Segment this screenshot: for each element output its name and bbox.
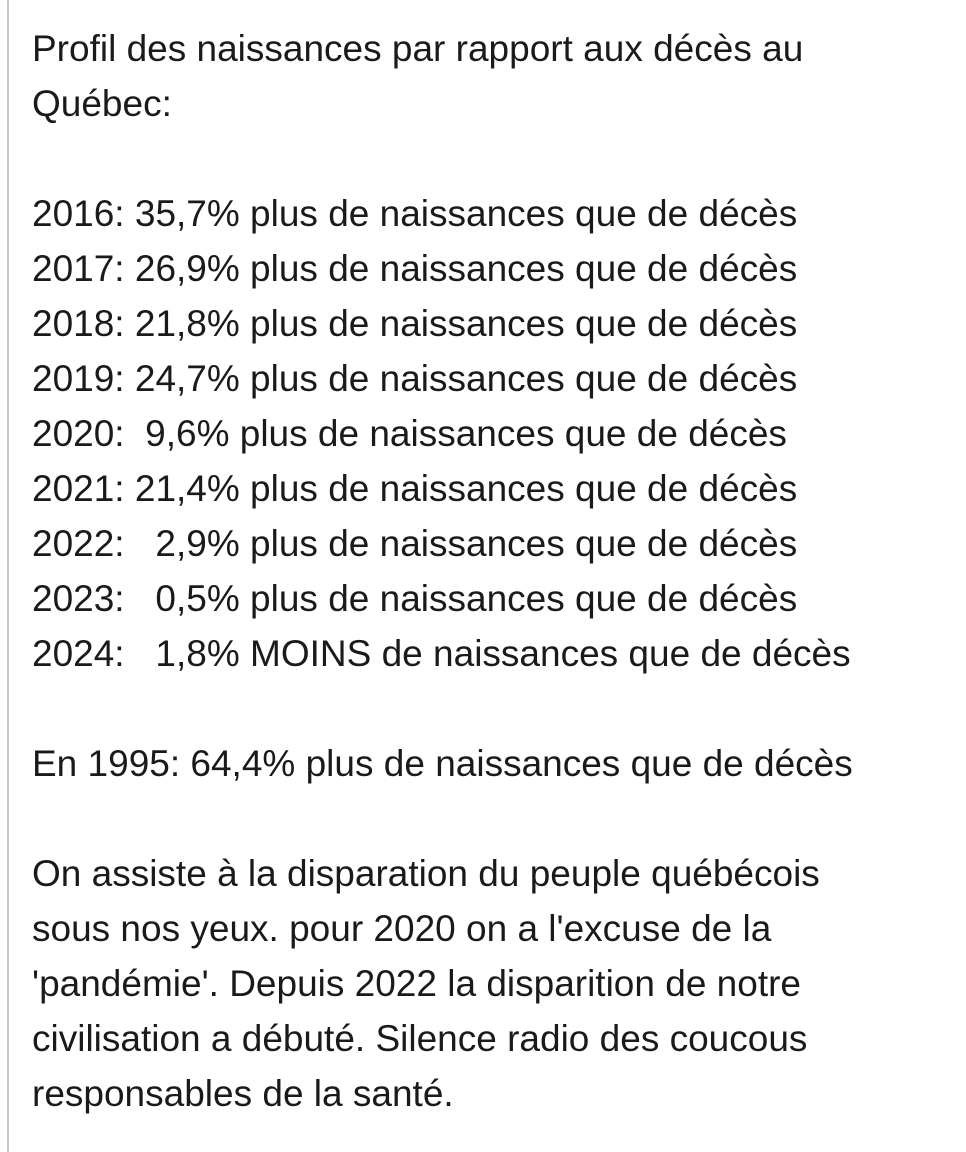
year-row: 2016: 35,7% plus de naissances que de dé…: [32, 193, 798, 234]
spacer: [32, 131, 966, 186]
year-row: 2019: 24,7% plus de naissances que de dé…: [32, 358, 798, 399]
spacer: [32, 681, 966, 736]
year-row: 2018: 21,8% plus de naissances que de dé…: [32, 303, 798, 344]
year-row: 2021: 21,4% plus de naissances que de dé…: [32, 468, 798, 509]
year-row: 2023: 0,5% plus de naissances que de déc…: [32, 578, 798, 619]
year-row: 2020: 9,6% plus de naissances que de déc…: [32, 413, 787, 454]
comment-line: responsables de la santé.: [32, 1073, 454, 1114]
comment-line: 'pandémie'. Depuis 2022 la disparition d…: [32, 963, 802, 1004]
year-row: 2022: 2,9% plus de naissances que de déc…: [32, 523, 798, 564]
comment-line: civilisation a débuté. Silence radio des…: [32, 1018, 808, 1059]
spacer: [32, 791, 966, 846]
quote-border: [7, 0, 9, 1152]
year-row: 2024: 1,8% MOINS de naissances que de dé…: [32, 633, 851, 674]
comparison-line: En 1995: 64,4% plus de naissances que de…: [32, 743, 853, 784]
year-row: 2017: 26,9% plus de naissances que de dé…: [32, 248, 798, 289]
post-body: Profil des naissances par rapport aux dé…: [32, 21, 966, 1121]
title-line: Profil des naissances par rapport aux dé…: [32, 28, 804, 69]
title-line: Québec:: [32, 83, 172, 124]
comment-line: sous nos yeux. pour 2020 on a l'excuse d…: [32, 908, 772, 949]
comment-line: On assiste à la disparation du peuple qu…: [32, 853, 820, 894]
